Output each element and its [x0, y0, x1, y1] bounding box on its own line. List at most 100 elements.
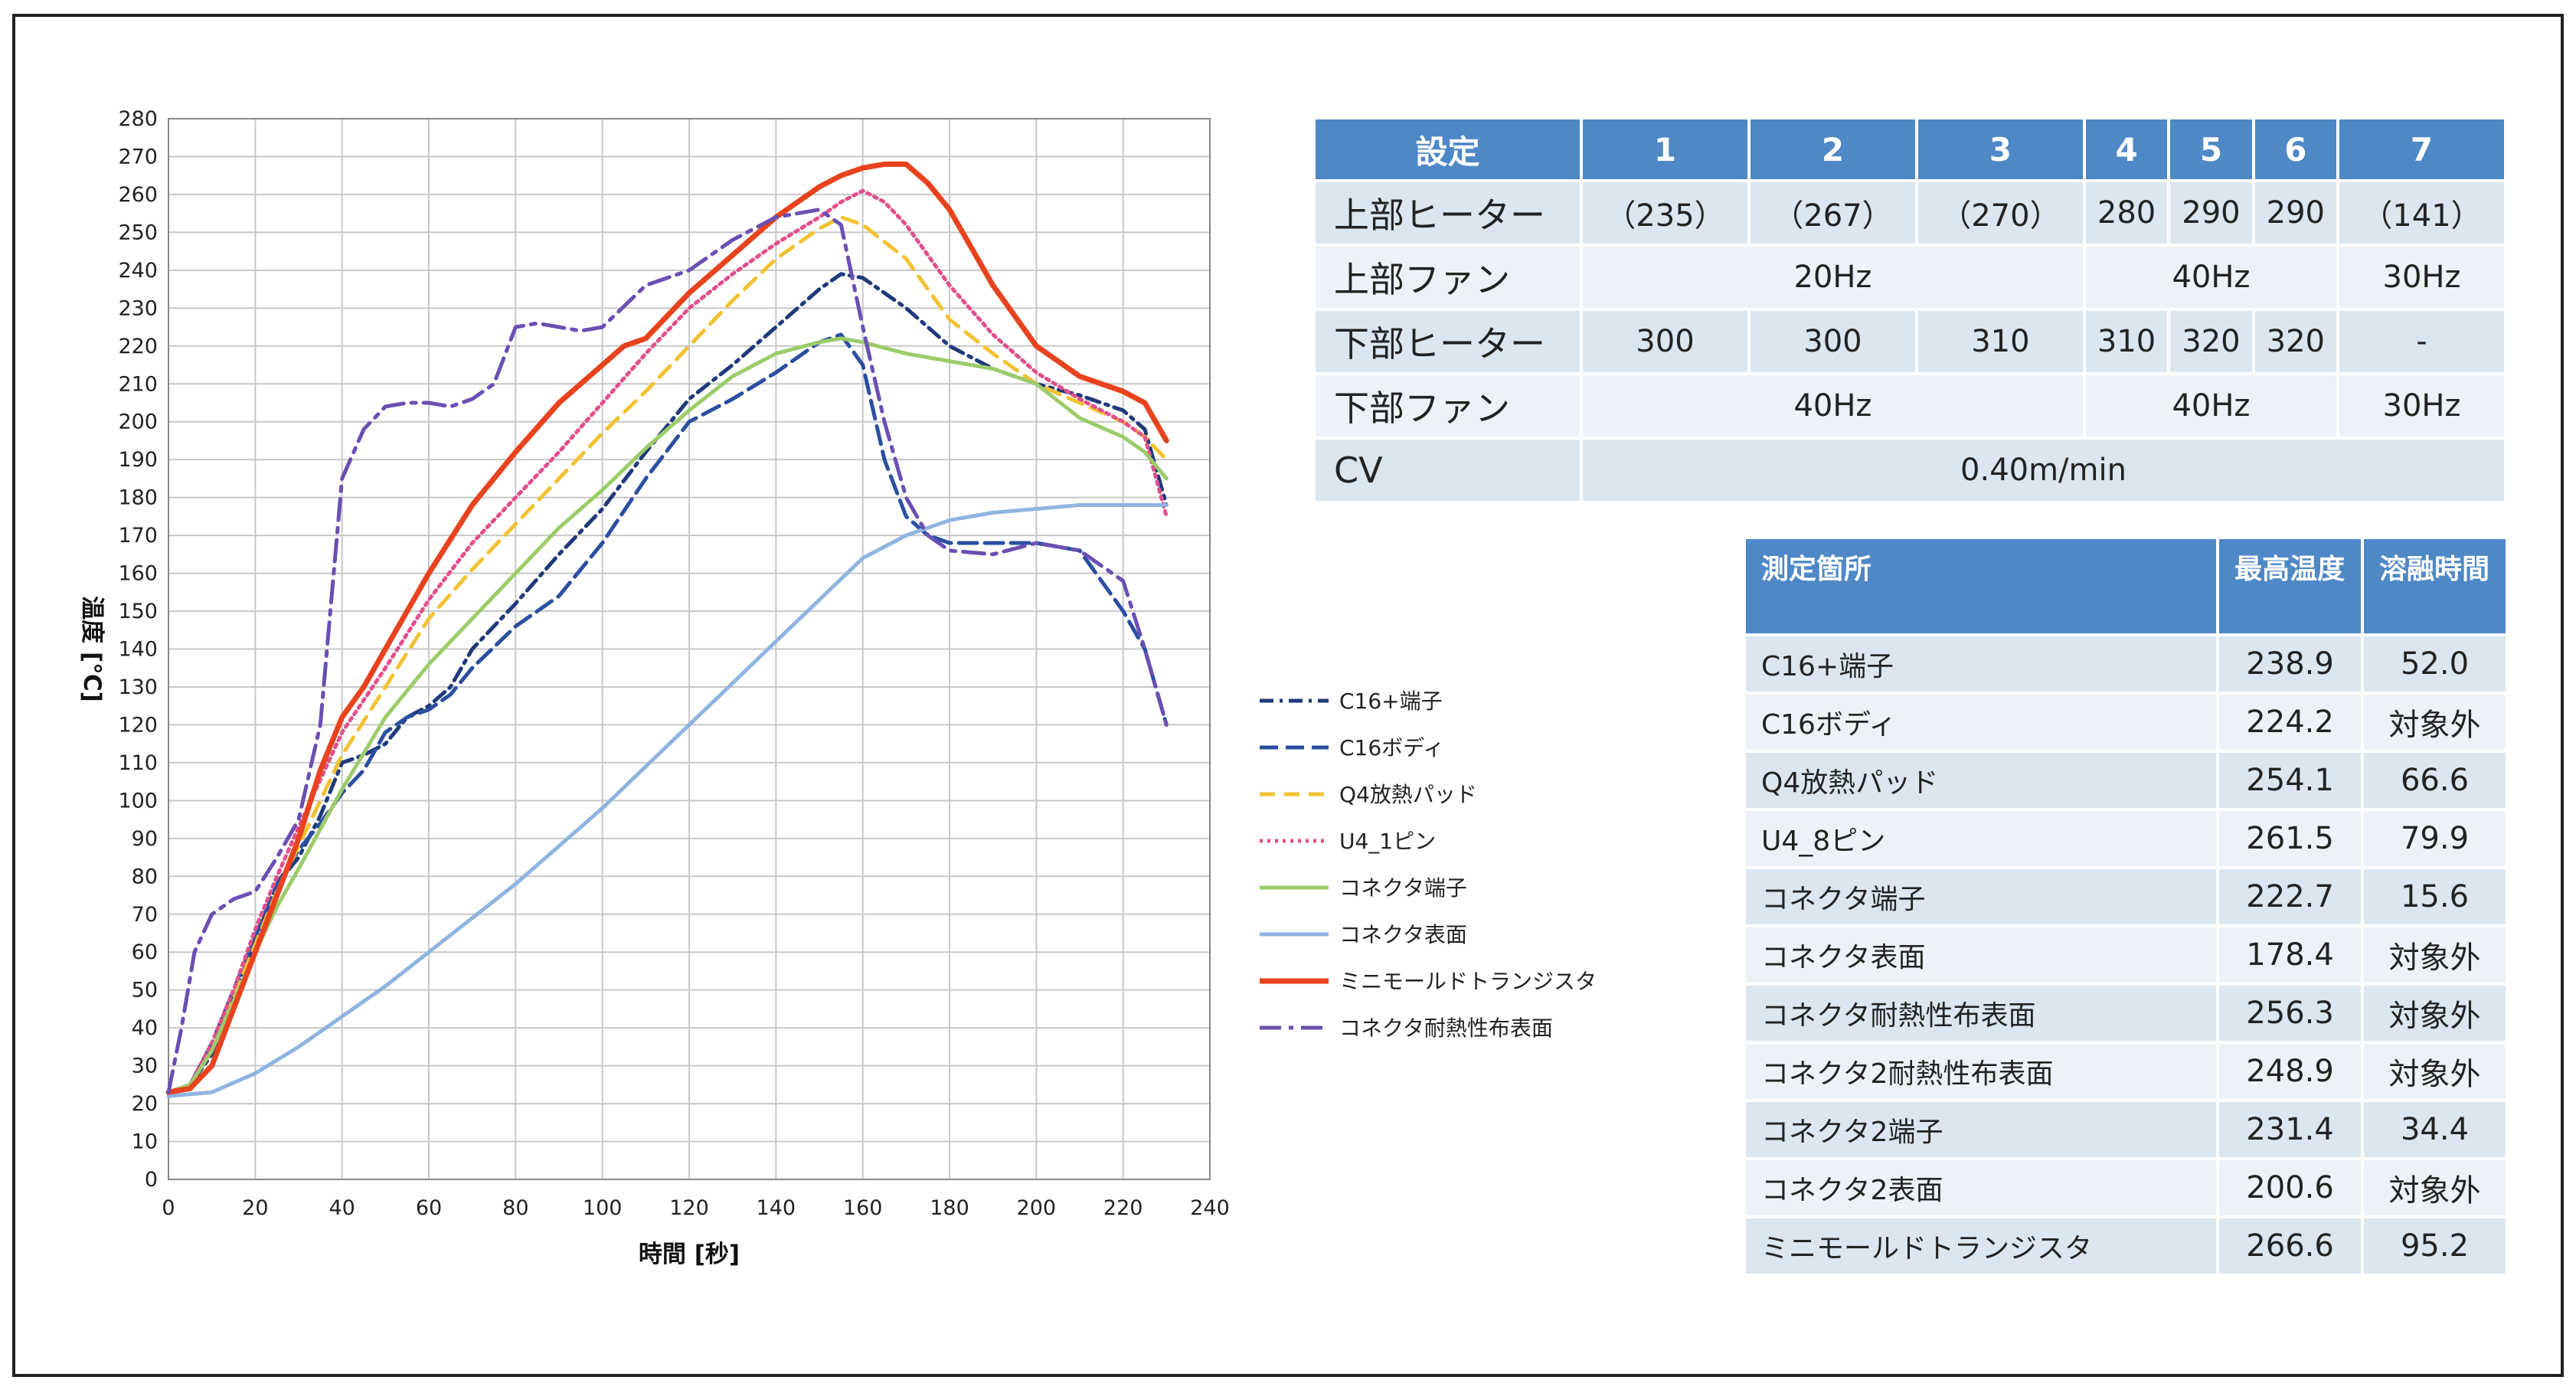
y-tick-label: 170 — [118, 524, 158, 548]
settings-row-lower-fan: 下部ファン 40Hz 40Hz 30Hz — [1316, 375, 2504, 437]
measure-melt-time: 66.6 — [2364, 753, 2506, 808]
settings-cell: 30Hz — [2339, 375, 2504, 437]
legend-label: C16+端子 — [1339, 688, 1443, 714]
y-tick-label: 110 — [118, 751, 158, 775]
settings-row-lower-heater: 下部ヒーター 300 300 310 310 320 320 - — [1316, 311, 2504, 372]
settings-table: 設定 1 2 3 4 5 6 7 上部ヒーター （235） （267） （270… — [1313, 116, 2507, 504]
settings-cell: （270） — [1917, 182, 2083, 244]
measure-max-temp: 248.9 — [2219, 1044, 2362, 1099]
y-tick-label: 270 — [118, 145, 158, 168]
series-line-4 — [166, 336, 1169, 1094]
settings-row-cv: CV 0.40m/min — [1316, 440, 2504, 501]
measure-location: コネクタ2端子 — [1746, 1102, 2217, 1157]
y-tick-label: 100 — [118, 789, 158, 813]
x-tick-label: 100 — [583, 1196, 623, 1220]
measure-header-melt-time: 溶融時間 — [2364, 539, 2506, 633]
y-tick-label: 40 — [132, 1016, 158, 1040]
measure-header-location: 測定箇所 — [1746, 539, 2217, 633]
x-tick-label: 0 — [162, 1196, 175, 1220]
measure-location: コネクタ2表面 — [1746, 1160, 2217, 1215]
measure-row: ミニモールドトランジスタ 266.6 95.2 — [1746, 1218, 2506, 1274]
measure-row: コネクタ端子 222.7 15.6 — [1746, 869, 2506, 924]
y-tick-label: 180 — [118, 486, 158, 510]
x-tick-label: 40 — [329, 1196, 355, 1220]
settings-cell: 300 — [1583, 311, 1747, 372]
y-tick-label: 230 — [118, 296, 158, 320]
measure-max-temp: 231.4 — [2219, 1102, 2362, 1157]
settings-header-row: 設定 1 2 3 4 5 6 7 — [1316, 119, 2504, 179]
measure-row: コネクタ2耐熱性布表面 248.9 対象外 — [1746, 1044, 2506, 1099]
measure-melt-time: 対象外 — [2364, 695, 2506, 750]
measurement-table: 測定箇所 最高温度 溶融時間 C16+端子 238.9 52.0 C16ボディ 224.… — [1743, 536, 2509, 1277]
measure-max-temp: 224.2 — [2219, 695, 2362, 750]
plot-area-border — [168, 118, 1211, 1180]
settings-cell: 0.40m/min — [1583, 440, 2504, 501]
y-tick-label: 30 — [132, 1055, 158, 1078]
measure-melt-time: 対象外 — [2364, 1044, 2506, 1099]
measure-max-temp: 200.6 — [2219, 1160, 2362, 1215]
measure-row: コネクタ表面 178.4 対象外 — [1746, 927, 2506, 983]
y-axis-label: 温度 [℃] — [78, 596, 106, 702]
y-tick-label: 250 — [118, 221, 158, 244]
series-line-2 — [166, 215, 1169, 1094]
settings-header-cell: 6 — [2254, 119, 2336, 179]
y-tick-label: 90 — [132, 827, 158, 851]
settings-cell: 40Hz — [2085, 375, 2336, 437]
measure-location: ミニモールドトランジスタ — [1746, 1218, 2217, 1274]
measure-location: C16ボディ — [1746, 695, 2217, 750]
measure-max-temp: 266.6 — [2219, 1218, 2362, 1274]
x-tick-label: 120 — [669, 1196, 709, 1220]
x-tick-label: 20 — [242, 1196, 268, 1220]
legend-label: コネクタ端子 — [1339, 875, 1467, 901]
series-line-6 — [165, 161, 1169, 1095]
measure-location: コネクタ耐熱性布表面 — [1746, 986, 2217, 1041]
measure-location: Q4放熱パッド — [1746, 753, 2217, 808]
row-label: 上部ヒーター — [1316, 182, 1580, 244]
settings-cell: （235） — [1583, 182, 1747, 244]
measure-location: コネクタ表面 — [1746, 927, 2217, 983]
settings-header-cell: 設定 — [1316, 119, 1580, 179]
legend-label: C16ボディ — [1339, 735, 1444, 760]
measure-row: Q4放熱パッド 254.1 66.6 — [1746, 753, 2506, 808]
x-tick-label: 160 — [843, 1196, 883, 1220]
measure-max-temp: 261.5 — [2219, 811, 2362, 866]
settings-cell: （267） — [1750, 182, 1915, 244]
settings-row-upper-fan: 上部ファン 20Hz 40Hz 30Hz — [1316, 247, 2504, 308]
y-tick-label: 10 — [132, 1130, 158, 1154]
y-tick-label: 260 — [118, 183, 158, 207]
settings-header-cell: 1 — [1583, 119, 1747, 179]
measure-max-temp: 238.9 — [2219, 636, 2362, 692]
settings-cell: 300 — [1750, 311, 1915, 372]
measure-max-temp: 222.7 — [2219, 869, 2362, 924]
measure-location: C16+端子 — [1746, 636, 2217, 692]
settings-cell: 40Hz — [2085, 247, 2336, 308]
legend-label: コネクタ耐熱性布表面 — [1339, 1016, 1553, 1041]
chart-grid — [168, 118, 1211, 1180]
measure-location: コネクタ2耐熱性布表面 — [1746, 1044, 2217, 1099]
x-axis-label: 時間 [秒] — [639, 1241, 740, 1268]
row-label: 下部ファン — [1316, 375, 1580, 437]
y-tick-label: 140 — [118, 638, 158, 662]
series-line-1 — [166, 332, 1169, 1094]
settings-cell: 290 — [2170, 182, 2252, 244]
chart-legend: C16+端子 C16ボディ Q4放熱パッド U4_1ピンコネクタ端子コネクタ表面ミニモ… — [1260, 688, 1597, 1041]
y-tick-labels: 0 10 20 30 40 50 60 70 80 90 100 110 120 130 140 150 160… — [118, 107, 158, 1192]
settings-cell: （141） — [2339, 182, 2504, 244]
settings-header-cell: 5 — [2170, 119, 2252, 179]
y-tick-label: 150 — [118, 600, 158, 623]
legend-label: ミニモールドトランジスタ — [1339, 969, 1597, 994]
measure-row: C16+端子 238.9 52.0 — [1746, 636, 2506, 692]
settings-cell: 280 — [2085, 182, 2168, 244]
series-line-0 — [166, 272, 1169, 1094]
y-tick-label: 220 — [118, 335, 158, 358]
x-tick-label: 60 — [416, 1196, 442, 1220]
y-tick-label: 120 — [118, 713, 158, 737]
settings-header-cell: 2 — [1750, 119, 1915, 179]
measure-row: コネクタ2端子 231.4 34.4 — [1746, 1102, 2506, 1157]
settings-cell: 310 — [2085, 311, 2168, 372]
settings-header-cell: 4 — [2085, 119, 2168, 179]
x-tick-labels: 0 20 40 60 80 100 120 140 160 180 200 220 240 — [162, 1196, 1229, 1220]
y-tick-label: 200 — [118, 410, 158, 434]
measure-header-row: 測定箇所 最高温度 溶融時間 — [1746, 539, 2506, 633]
